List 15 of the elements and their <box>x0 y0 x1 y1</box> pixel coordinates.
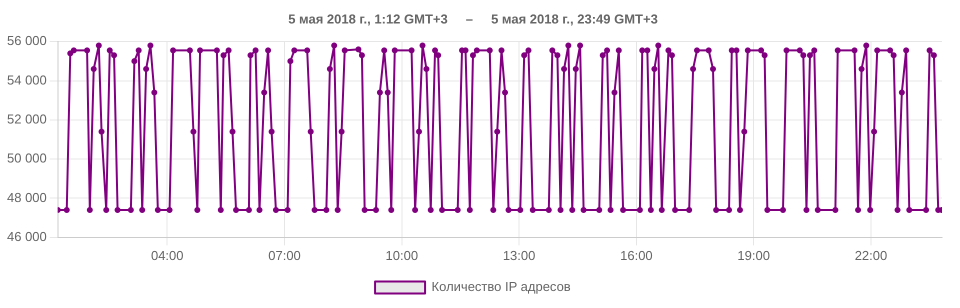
chart-title: 5 мая 2018 г., 1:12 GMT+3 – 5 мая 2018 г., 23:49 GMT+3 <box>288 11 658 26</box>
x-tick-label: 07:00 <box>268 248 301 263</box>
y-tick-label: 52 000 <box>6 112 47 126</box>
y-tick-label: 48 000 <box>6 190 47 205</box>
x-tick-label: 22:00 <box>854 248 888 263</box>
y-tick-label: 54 000 <box>6 72 47 88</box>
x-tick-label: 10:00 <box>386 248 418 263</box>
y-tick-label: 46 000 <box>6 228 47 244</box>
x-tick-label: 16:00 <box>620 248 653 263</box>
y-tick-label: 50 000 <box>6 150 47 166</box>
x-tick-label: 13:00 <box>502 248 536 263</box>
y-tick-label: 56 000 <box>6 33 47 48</box>
x-tick-label: 04:00 <box>150 248 184 263</box>
x-tick-label: 19:00 <box>737 248 770 263</box>
legend-label: Количество IP адресов <box>432 279 571 294</box>
